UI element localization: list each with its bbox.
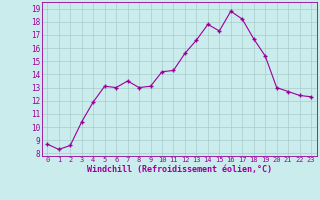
X-axis label: Windchill (Refroidissement éolien,°C): Windchill (Refroidissement éolien,°C) [87,165,272,174]
